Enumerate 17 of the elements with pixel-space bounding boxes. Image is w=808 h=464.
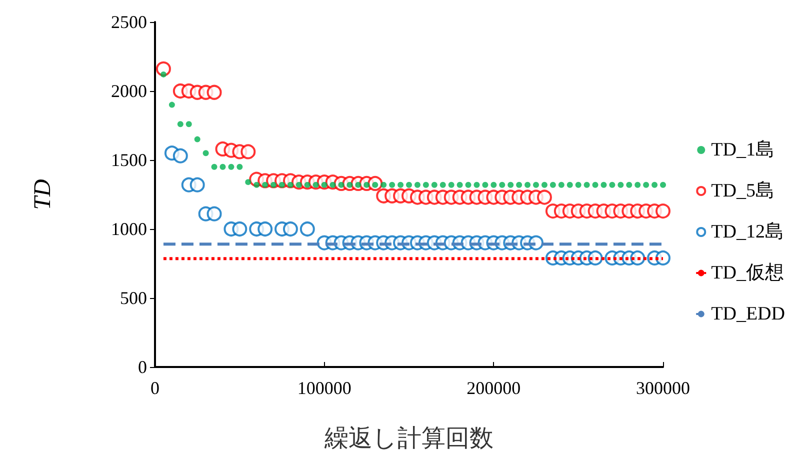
x-tick-label: 0 [150, 378, 160, 398]
y-tick-label: 2000 [111, 81, 147, 101]
y-tick-label: 2500 [111, 12, 147, 32]
y-tick-label: 0 [138, 357, 147, 377]
x-axis-title: 繰返し計算回数 [324, 425, 494, 452]
y-tick-label: 1500 [111, 150, 147, 170]
x-tick-label: 200000 [466, 378, 521, 398]
y-tick-label: 1000 [111, 219, 147, 239]
y-tick-label: 500 [120, 288, 147, 308]
legend-label: TD_5島 [711, 180, 774, 202]
y-axis-title: TD [30, 179, 56, 210]
legend-label: TD_1島 [711, 140, 774, 160]
x-tick-label: 300000 [636, 378, 690, 398]
legend-label: TD_EDD [711, 304, 786, 324]
legend-label: TD_12島 [711, 222, 784, 242]
x-tick-label: 100000 [297, 378, 352, 398]
legend-label: TD_仮想 [711, 262, 784, 284]
